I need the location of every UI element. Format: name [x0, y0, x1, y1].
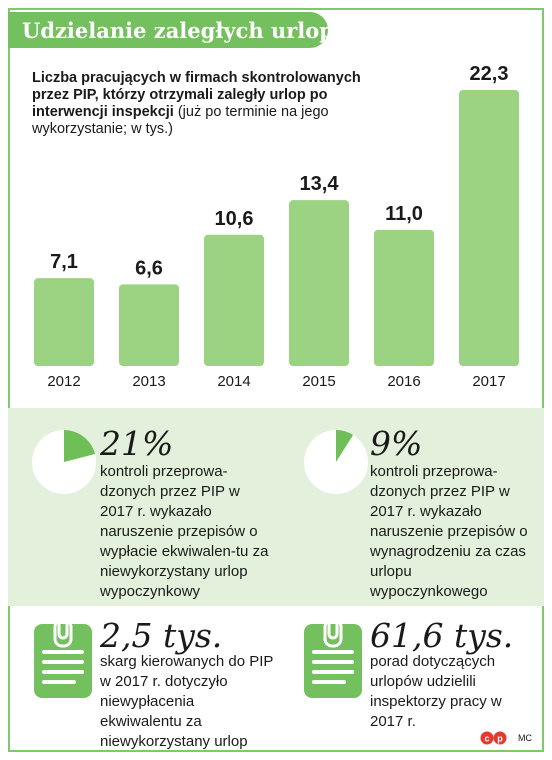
svg-text:c: c: [484, 734, 489, 744]
x-tick-2014: 2014: [217, 373, 250, 390]
stats-band: [8, 408, 544, 606]
infographic-frame: [8, 8, 544, 752]
value-label-2016: 11,0: [385, 203, 423, 225]
credits: c p MC: [480, 731, 532, 745]
stat-text-21pct: kontroli przeprowa-dzonych przez PIP w 2…: [100, 463, 269, 600]
bar-chart: 7,1 2012 6,6 2013 10,6 2014 13,4 2015 11,0 2016 22…: [34, 63, 519, 390]
stat-value-complaints: 2,5 tys.: [100, 616, 223, 655]
stat-value-9pct: 9%: [370, 424, 423, 463]
value-label-2014: 10,6: [215, 208, 254, 230]
title-bar: Udzielanie zaległych urlopów: [8, 12, 366, 48]
bar-2016: [374, 229, 434, 366]
stat-text-advice: porad dotyczących urlopów udzielili insp…: [370, 653, 502, 730]
value-label-2013: 6,6: [135, 257, 163, 279]
author-credit: MC: [518, 733, 532, 743]
stat-value-21pct: 21%: [100, 424, 174, 463]
subtitle-normal: (już po terminie na jego wykorzystanie; …: [32, 104, 329, 137]
value-label-2015: 13,4: [300, 173, 340, 195]
page-title: Udzielanie zaległych urlopów: [22, 18, 367, 43]
subtitle-bold: Liczba pracujących w firmach skontrolowa…: [32, 70, 361, 120]
svg-text:p: p: [497, 734, 503, 744]
clipboard-icon: [304, 616, 362, 698]
bar-2015: [289, 200, 349, 366]
pie-slice-21: [64, 430, 95, 462]
x-tick-2012: 2012: [47, 373, 80, 390]
value-label-2012: 7,1: [50, 251, 78, 273]
stat-text-complaints: skarg kierowanych do PIP w 2017 r. dotyc…: [100, 653, 274, 750]
x-tick-2013: 2013: [132, 373, 165, 390]
bar-2017: [459, 90, 519, 366]
bar-2012: [34, 278, 94, 366]
cp-logo: c p: [480, 731, 507, 745]
pie-slice-9: [336, 430, 354, 462]
x-tick-2016: 2016: [387, 373, 420, 390]
pie-chart-21: [32, 430, 96, 494]
chart-subtitle: Liczba pracujących w firmach skontrolowa…: [32, 70, 392, 138]
value-label-2017: 22,3: [470, 63, 509, 85]
pie-chart-9: [304, 430, 368, 494]
x-tick-2017: 2017: [472, 373, 505, 390]
stat-text-9pct: kontroli przeprowa-dzonych przez PIP w 2…: [370, 463, 528, 600]
x-tick-2015: 2015: [302, 373, 335, 390]
clipboard-icon: [34, 616, 92, 698]
bar-2014: [204, 234, 264, 366]
bar-2013: [119, 284, 179, 366]
stat-value-advice: 61,6 tys.: [370, 616, 514, 655]
